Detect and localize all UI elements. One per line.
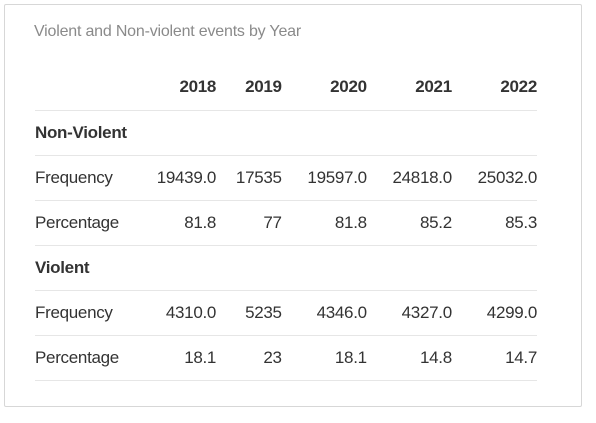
row-label-percentage: Percentage bbox=[35, 200, 131, 246]
row-label-percentage: Percentage bbox=[35, 335, 131, 381]
table-cell: 14.7 bbox=[451, 335, 537, 381]
row-label-frequency: Frequency bbox=[35, 155, 131, 201]
header-corner bbox=[35, 63, 131, 111]
column-header-2022: 2022 bbox=[451, 63, 537, 111]
table-row: Percentage 18.1 23 18.1 14.8 14.7 bbox=[35, 335, 537, 381]
table-row: Frequency 19439.0 17535 19597.0 24818.0 … bbox=[35, 155, 537, 201]
table-cell: 24818.0 bbox=[366, 155, 452, 201]
group-row-violent: Violent bbox=[35, 245, 537, 291]
table-cell: 23 bbox=[216, 335, 282, 381]
table-cell: 19597.0 bbox=[281, 155, 367, 201]
group-label-violent: Violent bbox=[35, 245, 537, 291]
column-header-2019: 2019 bbox=[216, 63, 282, 111]
table-cell: 81.8 bbox=[131, 200, 216, 246]
table-cell: 85.3 bbox=[451, 200, 537, 246]
table-cell: 19439.0 bbox=[131, 155, 216, 201]
table-cell: 81.8 bbox=[281, 200, 367, 246]
table-cell: 18.1 bbox=[131, 335, 216, 381]
group-row-non-violent: Non-Violent bbox=[35, 110, 537, 156]
row-label-frequency: Frequency bbox=[35, 290, 131, 336]
table-row: Percentage 81.8 77 81.8 85.2 85.3 bbox=[35, 200, 537, 246]
table-cell: 4310.0 bbox=[131, 290, 216, 336]
column-header-2021: 2021 bbox=[366, 63, 452, 111]
table-cell: 14.8 bbox=[366, 335, 452, 381]
table-cell: 4346.0 bbox=[281, 290, 367, 336]
table-cell: 4299.0 bbox=[451, 290, 537, 336]
table-row: Frequency 4310.0 5235 4346.0 4327.0 4299… bbox=[35, 290, 537, 336]
table-cell: 18.1 bbox=[281, 335, 367, 381]
table-cell: 5235 bbox=[216, 290, 282, 336]
column-header-2020: 2020 bbox=[281, 63, 367, 111]
table-cell: 17535 bbox=[216, 155, 282, 201]
table-cell: 77 bbox=[216, 200, 282, 246]
group-label-non-violent: Non-Violent bbox=[35, 110, 537, 156]
table-cell: 4327.0 bbox=[366, 290, 452, 336]
table-card: Violent and Non-violent events by Year 2… bbox=[4, 4, 582, 407]
card-title: Violent and Non-violent events by Year bbox=[34, 23, 301, 40]
events-table: 2018 2019 2020 2021 2022 Non-Violent Fre… bbox=[35, 63, 537, 381]
table-cell: 85.2 bbox=[366, 200, 452, 246]
header-row: 2018 2019 2020 2021 2022 bbox=[35, 63, 537, 111]
table-cell: 25032.0 bbox=[451, 155, 537, 201]
column-header-2018: 2018 bbox=[131, 63, 216, 111]
